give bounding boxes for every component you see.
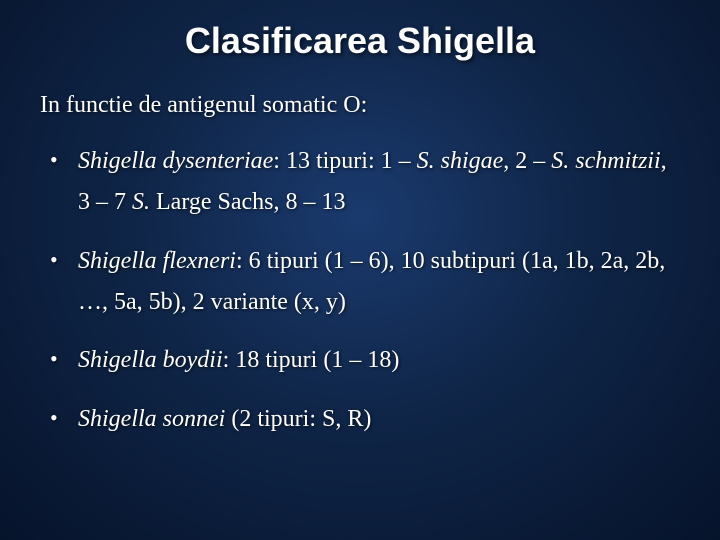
bullet-list: Shigella dysenteriae: 13 tipuri: 1 – S. … (50, 141, 680, 440)
list-item: Shigella flexneri: 6 tipuri (1 – 6), 10 … (50, 241, 680, 323)
text-segment: : 13 tipuri: 1 – (273, 148, 416, 174)
list-item: Shigella dysenteriae: 13 tipuri: 1 – S. … (50, 141, 680, 223)
text-segment: S. schmitzii (551, 148, 660, 174)
text-segment: Large Sachs, 8 – 13 (150, 189, 346, 215)
text-segment: : 18 tipuri (1 – 18) (223, 347, 400, 373)
list-item: Shigella boydii: 18 tipuri (1 – 18) (50, 340, 680, 381)
text-segment: Shigella flexneri (78, 248, 236, 274)
text-segment: S. shigae (417, 148, 504, 174)
slide: Clasificarea Shigella In functie de anti… (0, 0, 720, 540)
text-segment: , 2 – (503, 148, 551, 174)
text-segment: Shigella sonnei (78, 406, 225, 432)
text-segment: Shigella boydii (78, 347, 223, 373)
list-item: Shigella sonnei (2 tipuri: S, R) (50, 399, 680, 440)
text-segment: (2 tipuri: S, R) (225, 406, 371, 432)
slide-subtitle: In functie de antigenul somatic O: (40, 90, 680, 121)
text-segment: S. (132, 189, 150, 215)
slide-title: Clasificarea Shigella (40, 20, 680, 62)
text-segment: Shigella dysenteriae (78, 148, 273, 174)
